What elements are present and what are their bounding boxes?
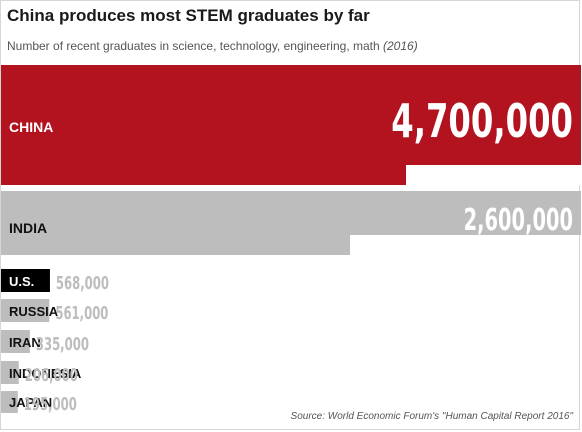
subtitle-text: Number of recent graduates in science, t… <box>7 39 380 53</box>
category-label-russia: RUSSIA <box>9 304 59 319</box>
value-label-indonesia: 206,000 <box>25 364 78 386</box>
bar-indonesia <box>1 361 19 384</box>
value-label-japan: 195,000 <box>24 393 77 415</box>
chart-subtitle: Number of recent graduates in science, t… <box>7 39 418 53</box>
category-label-japan: JAPAN <box>9 395 52 410</box>
value-label-china: 4,700,000 <box>391 95 573 149</box>
bar-japan <box>1 391 18 413</box>
bar-us <box>1 269 50 292</box>
value-label-us: 568,000 <box>56 272 109 294</box>
bar-india <box>1 235 350 255</box>
value-label-india: 2,600,000 <box>464 204 573 238</box>
category-label-india: INDIA <box>9 220 47 236</box>
bar-iran <box>1 330 30 353</box>
bar-china-base <box>1 165 406 185</box>
chart-title: China produces most STEM graduates by fa… <box>7 6 370 25</box>
bar-china-cut <box>406 165 581 185</box>
subtitle-year: (2016) <box>383 39 418 53</box>
bar-russia <box>1 299 50 322</box>
category-label-us: U.S. <box>9 274 34 289</box>
source-note: Source: World Economic Forum's "Human Ca… <box>290 411 573 422</box>
bar-india-panel <box>1 191 581 235</box>
value-label-russia: 561,000 <box>55 302 108 324</box>
category-label-china: CHINA <box>9 119 53 135</box>
category-label-iran: IRAN <box>9 335 41 350</box>
category-label-indonesia: INDONESIA <box>9 366 82 381</box>
value-label-iran: 335,000 <box>36 333 89 355</box>
